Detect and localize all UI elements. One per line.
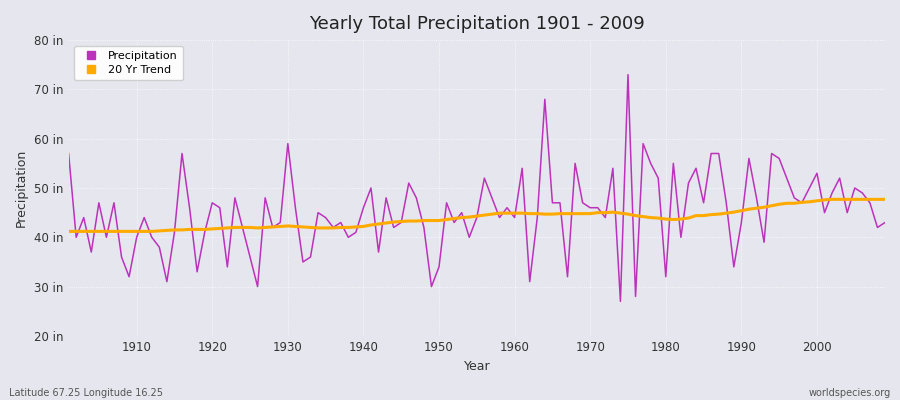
Title: Yearly Total Precipitation 1901 - 2009: Yearly Total Precipitation 1901 - 2009 [309,15,644,33]
Y-axis label: Precipitation: Precipitation [15,149,28,227]
X-axis label: Year: Year [464,360,490,373]
Text: worldspecies.org: worldspecies.org [809,388,891,398]
Legend: Precipitation, 20 Yr Trend: Precipitation, 20 Yr Trend [74,46,183,80]
Text: Latitude 67.25 Longitude 16.25: Latitude 67.25 Longitude 16.25 [9,388,163,398]
